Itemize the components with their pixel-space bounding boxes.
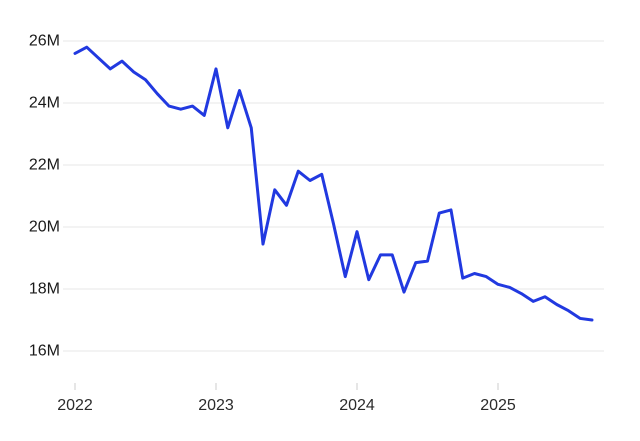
x-axis-label: 2025 — [480, 397, 516, 414]
y-axis-label: 22M — [29, 157, 60, 174]
y-axis-label: 16M — [29, 343, 60, 360]
y-axis-label: 26M — [29, 33, 60, 50]
data-line — [73, 45, 594, 322]
x-axis-label: 2023 — [198, 397, 234, 414]
x-axis-label: 2024 — [339, 397, 375, 414]
y-axis-label: 18M — [29, 281, 60, 298]
x-axis-label: 2022 — [57, 397, 93, 414]
y-axis-label: 24M — [29, 95, 60, 112]
y-axis-label: 20M — [29, 219, 60, 236]
